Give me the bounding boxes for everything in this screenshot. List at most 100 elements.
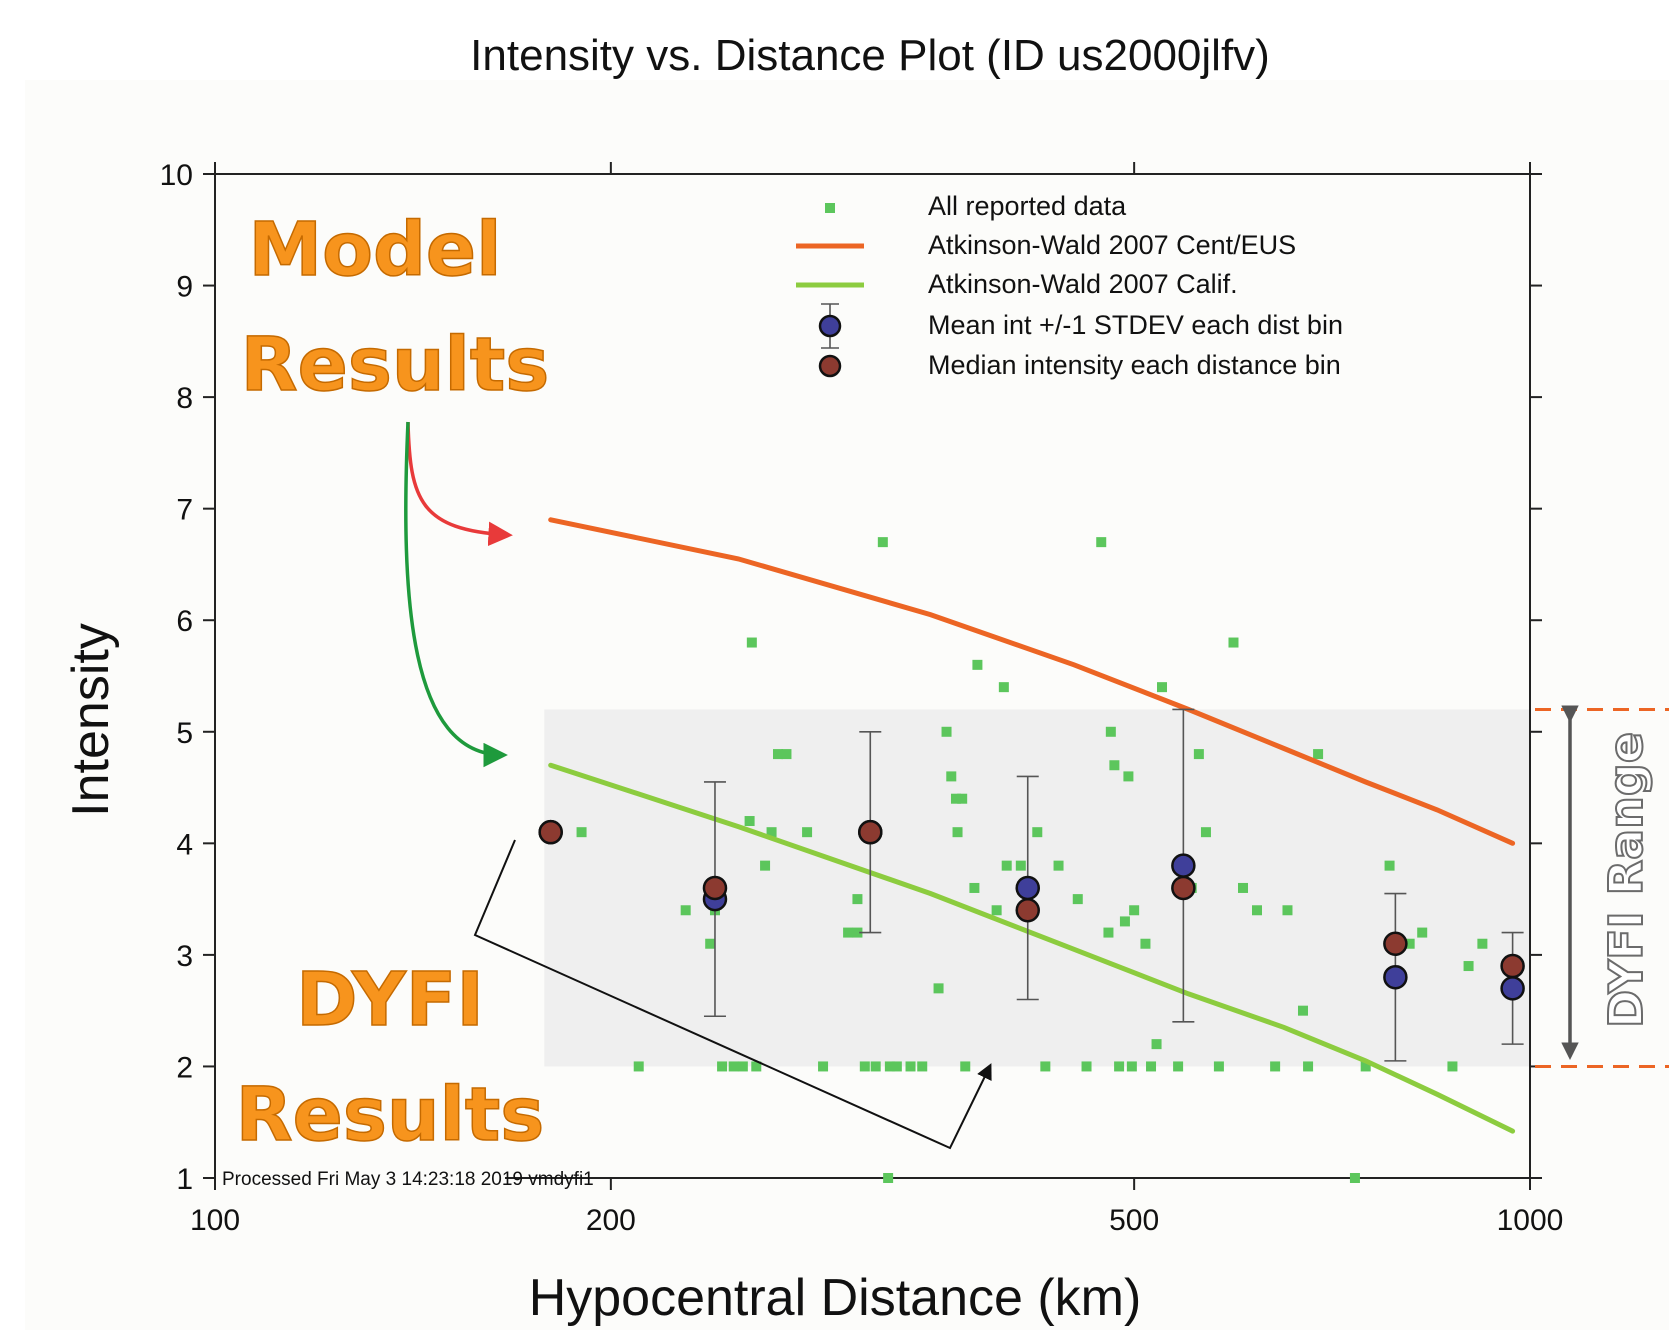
reported-data-point xyxy=(1119,916,1130,927)
reported-data-point xyxy=(891,1061,902,1072)
reported-data-point xyxy=(950,793,961,804)
reported-data-point xyxy=(877,537,888,548)
x-tick-label: 100 xyxy=(190,1204,240,1237)
reported-data-point xyxy=(1228,637,1239,648)
reported-data-point xyxy=(1123,771,1134,782)
y-axis-label: Intensity xyxy=(62,623,120,817)
reported-data-point xyxy=(744,816,755,827)
reported-data-point xyxy=(1157,682,1168,693)
reported-data-point xyxy=(737,1061,748,1072)
reported-data-point xyxy=(917,1061,928,1072)
reported-data-point xyxy=(1463,961,1474,972)
reported-data-point xyxy=(870,1061,881,1072)
model-arrow-green xyxy=(404,421,508,768)
reported-data-point xyxy=(843,927,854,938)
reported-data-point xyxy=(933,983,944,994)
reported-data-point xyxy=(772,749,783,760)
reported-data-point xyxy=(633,1061,644,1072)
annotation-arrows xyxy=(404,421,1669,1150)
reported-data-point xyxy=(705,938,716,949)
reported-data-point xyxy=(1270,1061,1281,1072)
reported-data-point xyxy=(991,905,1002,916)
reported-data-point xyxy=(969,882,980,893)
reported-data-point xyxy=(1040,1061,1051,1072)
reported-data-point xyxy=(1349,1173,1360,1183)
x-tick-label: 1000 xyxy=(1497,1204,1564,1237)
reported-data-point xyxy=(766,827,777,838)
legend-label: Mean int +/-1 STDEV each dist bin xyxy=(928,310,1343,340)
median-intensity-point xyxy=(1015,898,1040,923)
dyfi-results-label-line2: Results xyxy=(236,1072,545,1158)
reported-data-point xyxy=(576,827,587,838)
reported-data-point xyxy=(760,860,771,871)
reported-data-point xyxy=(1032,827,1043,838)
reported-data-point xyxy=(802,827,813,838)
y-tick-label: 9 xyxy=(176,271,193,304)
x-tick-label: 500 xyxy=(1109,1204,1159,1237)
reported-data-point xyxy=(717,1061,728,1072)
median-intensity-point xyxy=(1500,953,1525,979)
reported-data-point xyxy=(852,927,863,938)
y-tick-label: 7 xyxy=(176,494,193,527)
reported-data-point xyxy=(1238,882,1249,893)
reported-data-point xyxy=(1053,860,1064,871)
reported-data-point xyxy=(1251,905,1262,916)
median-intensity-point xyxy=(702,875,728,901)
model-results-label-line1: Model xyxy=(248,207,501,293)
reported-data-point xyxy=(1126,1061,1137,1072)
reported-data-point xyxy=(998,682,1009,693)
reported-data-point xyxy=(1313,749,1324,760)
median-intensity-point xyxy=(858,819,883,845)
legend-label: Atkinson-Wald 2007 Cent/EUS xyxy=(928,230,1296,260)
legend-label: All reported data xyxy=(928,191,1127,221)
reported-data-point xyxy=(818,1061,829,1072)
reported-data-point xyxy=(746,637,757,648)
reported-data-point xyxy=(1360,1061,1371,1072)
model-results-label-line2: Results xyxy=(241,322,550,408)
reported-data-point xyxy=(1173,1061,1184,1072)
reported-data-point xyxy=(883,1173,894,1183)
reported-data-point xyxy=(1200,827,1211,838)
reported-data-point xyxy=(941,726,952,737)
reported-data-point xyxy=(1105,726,1116,737)
data-layer xyxy=(538,517,1525,1183)
reported-data-point xyxy=(1404,938,1415,949)
reported-data-point xyxy=(1096,537,1107,548)
reported-data-point xyxy=(1103,927,1114,938)
y-tick-label: 10 xyxy=(160,159,193,192)
mean-intensity-point xyxy=(1171,853,1196,878)
reported-data-point xyxy=(960,1061,971,1072)
mean-intensity-point xyxy=(1500,976,1525,1001)
reported-data-point xyxy=(728,1061,739,1072)
legend-marker-reported xyxy=(825,203,835,213)
y-tick-label: 1 xyxy=(176,1163,193,1196)
reported-data-point xyxy=(1193,749,1204,760)
legend-marker-mean xyxy=(818,314,842,338)
reported-data-point xyxy=(972,659,983,670)
reported-data-point xyxy=(1114,1061,1125,1072)
reported-data-point xyxy=(1151,1039,1162,1050)
reported-data-point xyxy=(1384,860,1395,871)
reported-data-point xyxy=(1081,1061,1092,1072)
reported-data-point xyxy=(1129,905,1140,916)
reported-data-point xyxy=(1477,938,1488,949)
reported-data-point xyxy=(1001,860,1012,871)
mean-intensity-point xyxy=(1015,875,1040,901)
reported-data-point xyxy=(1146,1061,1157,1072)
reported-data-point xyxy=(946,771,957,782)
reported-data-point xyxy=(852,894,863,905)
dyfi-results-arrow xyxy=(473,839,992,1150)
reported-data-point xyxy=(1447,1061,1458,1072)
x-axis-label: Hypocentral Distance (km) xyxy=(529,1269,1142,1327)
reported-data-point xyxy=(957,793,968,804)
legend-label: Median intensity each distance bin xyxy=(928,350,1341,380)
median-intensity-point xyxy=(1171,875,1196,901)
calif-model-line xyxy=(548,762,1516,1134)
dyfi-results-label-line1: DYFI xyxy=(296,957,484,1043)
median-intensity-point xyxy=(1383,931,1408,956)
model-arrow-red xyxy=(406,421,513,547)
reported-data-point xyxy=(1213,1061,1224,1072)
reported-data-point xyxy=(1140,938,1151,949)
